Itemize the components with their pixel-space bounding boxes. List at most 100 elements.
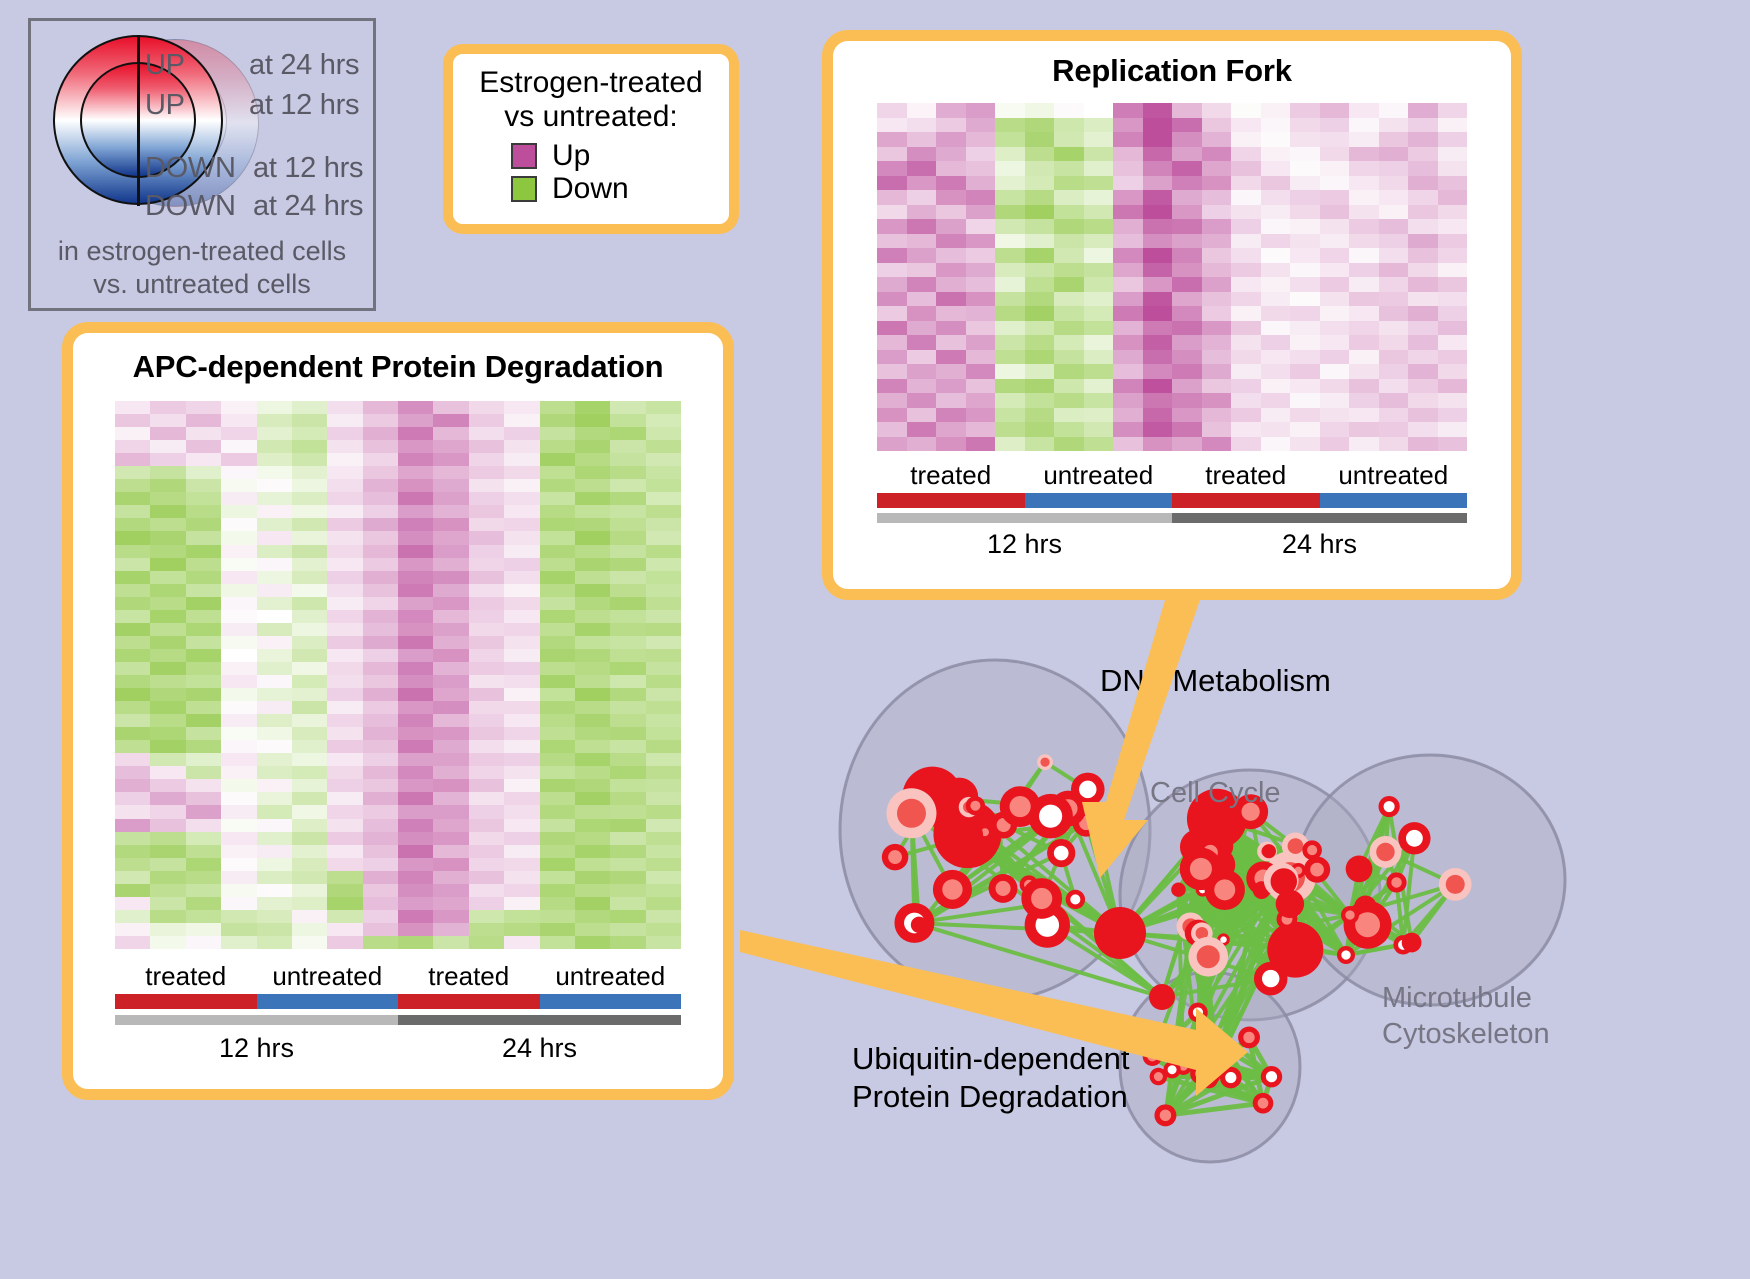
- heatmap-cell: [1142, 436, 1172, 451]
- heatmap-cell: [362, 818, 398, 832]
- heatmap-cell: [1142, 335, 1172, 350]
- heatmap-cell: [610, 818, 646, 832]
- heatmap-cell: [1378, 277, 1408, 292]
- heatmap-cell: [150, 935, 186, 949]
- heatmap-cell: [185, 857, 222, 871]
- heatmap-cell: [504, 674, 540, 689]
- heatmap-cell: [936, 161, 966, 176]
- cluster-label-ubiquitin-degradation: Ubiquitin-dependent Protein Degradation: [852, 1040, 1130, 1116]
- network-node: [946, 817, 984, 854]
- heatmap-cell: [1113, 349, 1143, 364]
- heatmap-cell: [1319, 161, 1349, 176]
- heatmap-cell: [221, 414, 257, 428]
- heatmap-cell: [433, 909, 469, 923]
- heatmap-cell: [468, 870, 505, 884]
- heatmap-cell: [574, 635, 611, 649]
- heatmap-cell: [1349, 175, 1379, 190]
- cluster-label-cell-cycle: Cell Cycle: [1150, 777, 1281, 809]
- heatmap-cell: [362, 414, 398, 428]
- heatmap-cell: [965, 161, 995, 176]
- network-node-core: [1391, 877, 1402, 888]
- heatmap-cell: [1142, 103, 1172, 118]
- heatmap-cell: [433, 779, 469, 793]
- heatmap-cell: [291, 896, 328, 910]
- heatmap-cell: [1378, 146, 1408, 161]
- heatmap-cell: [1083, 103, 1113, 118]
- heatmap-cell: [1290, 175, 1320, 190]
- heatmap-cell: [1142, 393, 1172, 408]
- heatmap-cell: [327, 570, 363, 584]
- heatmap-cell: [468, 714, 505, 728]
- heatmap-cell: [221, 740, 257, 754]
- network-node-core: [1310, 862, 1324, 877]
- heatmap-cell: [185, 661, 222, 675]
- heatmap-cell: [1437, 291, 1467, 306]
- heatmap-cell: [1290, 204, 1320, 219]
- heatmap-cell: [256, 909, 292, 923]
- heatmap-cell: [936, 320, 966, 335]
- heatmap-cell: [645, 505, 681, 519]
- heatmap-cell: [877, 349, 907, 364]
- heatmap-cell: [1319, 262, 1349, 277]
- heatmap-cell: [1290, 378, 1320, 393]
- heatmap-cell: [1231, 233, 1261, 248]
- heatmap-cell: [504, 479, 540, 493]
- heatmap-cell: [645, 792, 681, 806]
- heatmap-cell: [1349, 103, 1379, 118]
- heatmap-cell: [1172, 291, 1202, 306]
- heatmap-cell: [539, 453, 575, 467]
- heatmap-cell: [645, 544, 681, 558]
- heatmap-cell: [1437, 422, 1467, 437]
- up-label: Up: [552, 139, 591, 173]
- heatmap-cell: [1260, 393, 1290, 408]
- heatmap-cell: [1024, 291, 1054, 306]
- heatmap-cell: [574, 922, 611, 936]
- heatmap-cell: [115, 648, 151, 662]
- heatmap-cell: [965, 320, 995, 335]
- heatmap-cell: [1142, 262, 1172, 277]
- heatmap-cell: [1201, 103, 1231, 118]
- heatmap-cell: [877, 364, 907, 379]
- heatmap-cell: [327, 857, 363, 871]
- heatmap-cell: [1201, 422, 1231, 437]
- heatmap-cell: [185, 883, 222, 897]
- heatmap-cell: [610, 805, 646, 819]
- heatmap-cell: [574, 531, 611, 545]
- heatmap-cell: [1437, 277, 1467, 292]
- heatmap-cell: [1290, 117, 1320, 132]
- heatmap-cell: [936, 349, 966, 364]
- heatmap-cell: [185, 792, 222, 806]
- heatmap-cell: [645, 922, 681, 936]
- heatmap-cell: [1083, 422, 1113, 437]
- wheel-time-0: at 24 hrs: [249, 49, 360, 81]
- heatmap-cell: [1231, 407, 1261, 422]
- heatmap-cell: [995, 161, 1025, 176]
- heatmap-cell: [539, 883, 575, 897]
- heatmap-cell: [877, 132, 907, 147]
- heatmap-cell: [1290, 219, 1320, 234]
- heatmap-cell: [610, 414, 646, 428]
- heatmap-cell: [1113, 320, 1143, 335]
- heatmap-cell: [327, 935, 363, 949]
- heatmap-cell: [645, 609, 681, 623]
- heatmap-cell: [539, 896, 575, 910]
- group-label-2: treated: [1205, 460, 1287, 490]
- heatmap-cell: [221, 505, 257, 519]
- heatmap-cell: [1054, 233, 1084, 248]
- heatmap-cell: [1349, 146, 1379, 161]
- heatmap-cell: [645, 766, 681, 780]
- heatmap-cell: [1349, 262, 1379, 277]
- heatmap-cell: [362, 557, 398, 571]
- heatmap-cell: [1054, 175, 1084, 190]
- heatmap-cell: [1024, 277, 1054, 292]
- heatmap-cell: [1172, 175, 1202, 190]
- heatmap-cell: [433, 453, 469, 467]
- heatmap-cell: [150, 557, 186, 571]
- heatmap-cell: [1437, 132, 1467, 147]
- heatmap-cell: [1054, 262, 1084, 277]
- network-node-core: [981, 828, 989, 837]
- heatmap-cell: [1378, 291, 1408, 306]
- heatmap-cell: [362, 870, 398, 884]
- heatmap-cell: [1113, 306, 1143, 321]
- heatmap-cell: [936, 436, 966, 451]
